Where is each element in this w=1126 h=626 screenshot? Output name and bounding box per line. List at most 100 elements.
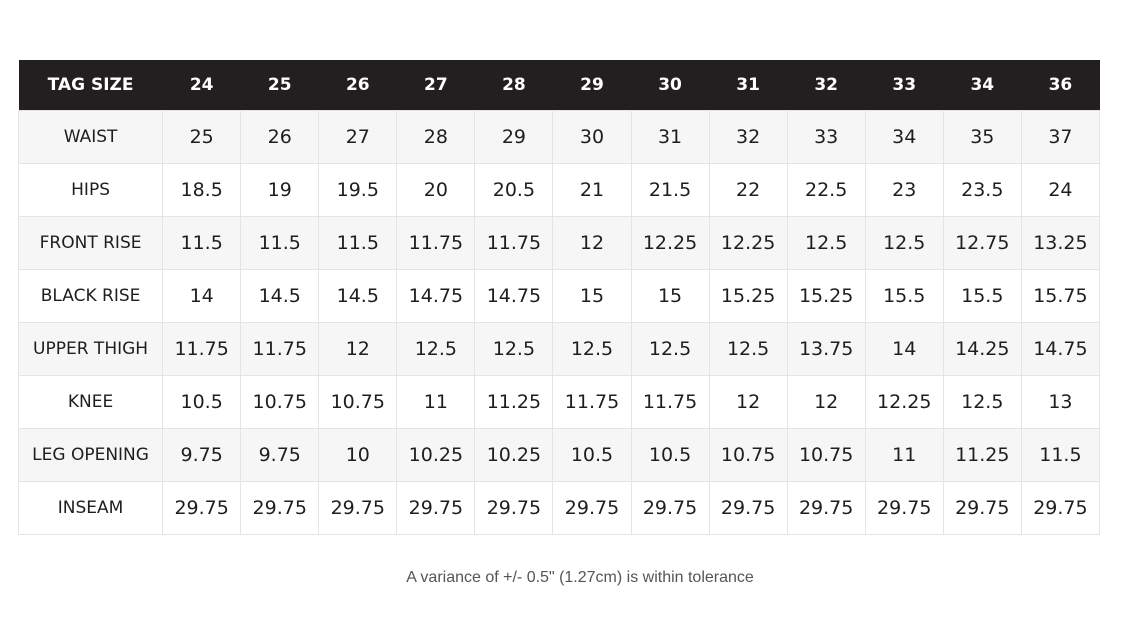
cell-knee-size-30: 11.75 [630, 375, 710, 429]
table-row-front-rise: FRONT RISE 11.5 11.5 11.5 11.75 11.75 12 12.25 1… [17, 216, 1101, 270]
size-chart-body: WAIST 25 26 27 28 29 30 31 32 33 34 35 37 HIPS 18.5 19 1… [17, 110, 1101, 535]
cell-upper-thigh-size-36: 14.75 [1020, 322, 1101, 376]
cell-knee-size-24: 10.5 [162, 375, 242, 429]
cell-leg-opening-size-26: 10 [318, 428, 398, 482]
cell-leg-opening-size-30: 10.5 [630, 428, 710, 482]
cell-black-rise-size-30: 15 [630, 269, 710, 323]
cell-inseam-size-28: 29.75 [474, 481, 554, 535]
header-size-30: 30 [631, 60, 710, 111]
cell-black-rise-size-27: 14.75 [396, 269, 476, 323]
cell-waist-size-28: 29 [474, 110, 554, 164]
cell-front-rise-size-28: 11.75 [474, 216, 554, 270]
table-row-waist: WAIST 25 26 27 28 29 30 31 32 33 34 35 37 [17, 110, 1101, 164]
cell-waist-size-25: 26 [240, 110, 320, 164]
cell-inseam-size-36: 29.75 [1020, 481, 1101, 535]
header-size-32: 32 [787, 60, 866, 111]
cell-black-rise-size-25: 14.5 [240, 269, 320, 323]
cell-inseam-size-25: 29.75 [240, 481, 320, 535]
cell-waist-size-24: 25 [162, 110, 242, 164]
cell-leg-opening-size-31: 10.75 [708, 428, 788, 482]
cell-front-rise-size-33: 12.5 [864, 216, 944, 270]
cell-waist-size-26: 27 [318, 110, 398, 164]
table-row-inseam: INSEAM 29.75 29.75 29.75 29.75 29.75 29.75 29.7… [17, 481, 1101, 535]
header-size-25: 25 [240, 60, 319, 111]
cell-upper-thigh-size-29: 12.5 [552, 322, 632, 376]
cell-hips-size-25: 19 [240, 163, 320, 217]
cell-leg-opening-size-36: 11.5 [1020, 428, 1101, 482]
cell-inseam-size-33: 29.75 [864, 481, 944, 535]
cell-inseam-size-24: 29.75 [162, 481, 242, 535]
cell-waist-size-33: 34 [864, 110, 944, 164]
header-size-27: 27 [396, 60, 475, 111]
cell-front-rise-size-34: 12.75 [942, 216, 1022, 270]
cell-upper-thigh-size-24: 11.75 [162, 322, 242, 376]
cell-knee-size-32: 12 [786, 375, 866, 429]
table-row-leg-opening: LEG OPENING 9.75 9.75 10 10.25 10.25 10.5 10.5 1… [17, 428, 1101, 482]
cell-upper-thigh-size-34: 14.25 [942, 322, 1022, 376]
cell-knee-size-34: 12.5 [942, 375, 1022, 429]
header-size-31: 31 [709, 60, 788, 111]
cell-front-rise-size-32: 12.5 [786, 216, 866, 270]
cell-front-rise-size-26: 11.5 [318, 216, 398, 270]
cell-knee-size-26: 10.75 [318, 375, 398, 429]
cell-leg-opening-size-32: 10.75 [786, 428, 866, 482]
cell-upper-thigh-size-25: 11.75 [240, 322, 320, 376]
header-size-28: 28 [474, 60, 553, 111]
cell-black-rise-size-36: 15.75 [1020, 269, 1101, 323]
cell-inseam-size-27: 29.75 [396, 481, 476, 535]
cell-hips-size-33: 23 [864, 163, 944, 217]
row-label-hips: HIPS [17, 163, 164, 217]
cell-front-rise-size-30: 12.25 [630, 216, 710, 270]
cell-leg-opening-size-27: 10.25 [396, 428, 476, 482]
cell-leg-opening-size-29: 10.5 [552, 428, 632, 482]
header-size-33: 33 [865, 60, 944, 111]
cell-waist-size-29: 30 [552, 110, 632, 164]
cell-upper-thigh-size-27: 12.5 [396, 322, 476, 376]
cell-waist-size-30: 31 [630, 110, 710, 164]
header-size-26: 26 [318, 60, 397, 111]
cell-knee-size-33: 12.25 [864, 375, 944, 429]
header-size-34: 34 [943, 60, 1022, 111]
cell-upper-thigh-size-31: 12.5 [708, 322, 788, 376]
cell-upper-thigh-size-28: 12.5 [474, 322, 554, 376]
row-label-inseam: INSEAM [17, 481, 164, 535]
cell-inseam-size-31: 29.75 [708, 481, 788, 535]
cell-upper-thigh-size-33: 14 [864, 322, 944, 376]
cell-upper-thigh-size-32: 13.75 [786, 322, 866, 376]
cell-inseam-size-34: 29.75 [942, 481, 1022, 535]
table-row-hips: HIPS 18.5 19 19.5 20 20.5 21 21.5 22 22.5 23 23.5 24 [17, 163, 1101, 217]
cell-knee-size-25: 10.75 [240, 375, 320, 429]
cell-hips-size-34: 23.5 [942, 163, 1022, 217]
cell-waist-size-36: 37 [1020, 110, 1101, 164]
cell-black-rise-size-24: 14 [162, 269, 242, 323]
cell-knee-size-36: 13 [1020, 375, 1101, 429]
tolerance-note: A variance of +/- 0.5" (1.27cm) is withi… [406, 569, 754, 586]
header-tag-size: TAG SIZE [18, 60, 163, 111]
cell-knee-size-29: 11.75 [552, 375, 632, 429]
cell-black-rise-size-34: 15.5 [942, 269, 1022, 323]
cell-leg-opening-size-25: 9.75 [240, 428, 320, 482]
table-row-upper-thigh: UPPER THIGH 11.75 11.75 12 12.5 12.5 12.5 12.5 1… [17, 322, 1101, 376]
cell-leg-opening-size-33: 11 [864, 428, 944, 482]
cell-knee-size-28: 11.25 [474, 375, 554, 429]
row-label-black-rise: BLACK RISE [17, 269, 164, 323]
cell-waist-size-27: 28 [396, 110, 476, 164]
cell-knee-size-27: 11 [396, 375, 476, 429]
cell-black-rise-size-26: 14.5 [318, 269, 398, 323]
header-row: TAG SIZE 24 25 26 27 28 29 30 31 32 33 34 36 [18, 60, 1100, 111]
row-label-waist: WAIST [17, 110, 164, 164]
cell-black-rise-size-29: 15 [552, 269, 632, 323]
cell-black-rise-size-31: 15.25 [708, 269, 788, 323]
cell-hips-size-32: 22.5 [786, 163, 866, 217]
cell-front-rise-size-36: 13.25 [1020, 216, 1101, 270]
cell-front-rise-size-27: 11.75 [396, 216, 476, 270]
cell-inseam-size-32: 29.75 [786, 481, 866, 535]
cell-knee-size-31: 12 [708, 375, 788, 429]
size-chart-table: TAG SIZE 24 25 26 27 28 29 30 31 32 33 34 36 WAIST 25… [17, 60, 1101, 535]
cell-hips-size-26: 19.5 [318, 163, 398, 217]
cell-inseam-size-29: 29.75 [552, 481, 632, 535]
cell-leg-opening-size-34: 11.25 [942, 428, 1022, 482]
table-row-knee: KNEE 10.5 10.75 10.75 11 11.25 11.75 11.75 12 12 1… [17, 375, 1101, 429]
cell-inseam-size-30: 29.75 [630, 481, 710, 535]
row-label-knee: KNEE [17, 375, 164, 429]
